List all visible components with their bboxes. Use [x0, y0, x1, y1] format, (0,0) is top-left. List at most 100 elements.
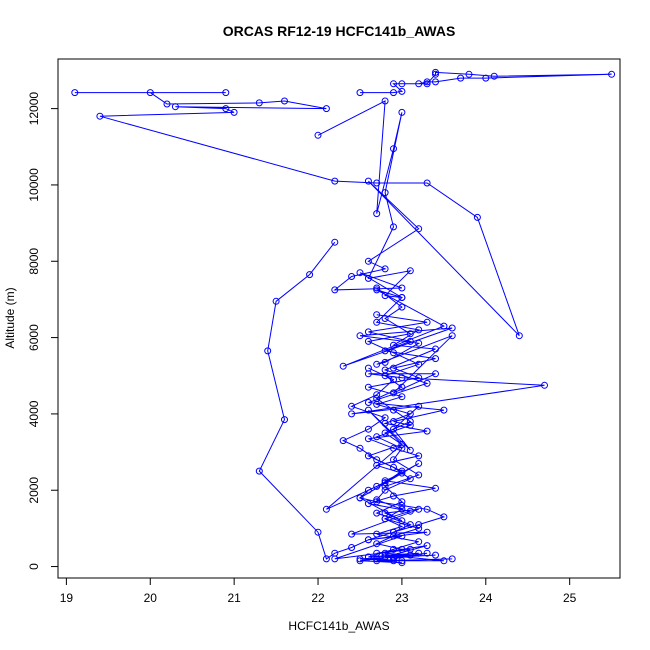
- x-tick-label: 21: [227, 591, 241, 605]
- data-point: [381, 347, 389, 355]
- x-tick-label: 20: [144, 591, 158, 605]
- data-point: [440, 557, 448, 565]
- data-point: [339, 437, 347, 445]
- data-point: [390, 532, 397, 540]
- data-point: [415, 521, 423, 529]
- data-point: [432, 551, 439, 559]
- data-point: [423, 427, 431, 435]
- data-point: [381, 358, 389, 366]
- data-point: [381, 292, 389, 300]
- data-point: [432, 70, 439, 78]
- data-point: [406, 267, 414, 275]
- data-point: [415, 80, 423, 88]
- data-point: [281, 416, 288, 424]
- data-point: [163, 100, 171, 108]
- data-point: [364, 364, 372, 372]
- series-2: [356, 68, 616, 97]
- data-point: [398, 80, 406, 88]
- x-tick-label: 25: [563, 591, 577, 605]
- data-point: [364, 536, 372, 544]
- data-point: [314, 528, 322, 536]
- data-point: [331, 549, 339, 557]
- y-tick-label: 4000: [27, 400, 41, 427]
- data-point: [281, 97, 288, 105]
- data-point: [482, 74, 490, 82]
- series-4: [255, 238, 448, 563]
- data-point: [398, 557, 406, 565]
- data-point: [390, 89, 397, 97]
- data-point: [390, 545, 397, 553]
- data-point: [608, 70, 616, 78]
- data-point: [541, 381, 548, 389]
- data-point: [364, 383, 372, 391]
- series-1: [71, 89, 548, 567]
- data-point: [415, 524, 423, 532]
- data-point: [398, 294, 406, 301]
- data-point: [398, 108, 406, 116]
- data-point: [364, 486, 372, 494]
- y-tick-label: 10000: [27, 168, 41, 202]
- data-point: [415, 402, 423, 410]
- x-tick-label: 22: [311, 591, 325, 605]
- data-point: [356, 555, 364, 563]
- data-point: [390, 364, 397, 372]
- y-tick-label: 12000: [27, 92, 41, 126]
- data-point: [331, 238, 339, 246]
- data-point: [381, 265, 389, 273]
- data-point: [415, 460, 423, 467]
- data-point: [373, 179, 381, 187]
- data-point: [364, 274, 372, 282]
- data-point: [356, 557, 364, 565]
- data-point: [373, 318, 381, 326]
- data-point: [364, 399, 372, 406]
- data-point: [406, 337, 414, 345]
- data-point: [440, 406, 448, 414]
- data-point: [390, 492, 397, 500]
- data-point: [390, 425, 397, 433]
- data-point: [398, 383, 406, 391]
- data-point: [432, 78, 439, 86]
- data-point: [146, 89, 154, 97]
- data-point: [423, 78, 431, 86]
- data-point: [406, 330, 414, 338]
- data-point: [390, 80, 397, 88]
- data-point: [364, 406, 372, 414]
- data-point: [423, 549, 431, 557]
- y-axis: 0 2000 4000 6000 8000 10000 12000: [27, 92, 59, 570]
- x-tick-label: 19: [60, 591, 74, 605]
- data-point: [339, 362, 347, 370]
- data-point: [306, 271, 314, 279]
- data-point: [255, 99, 263, 107]
- data-point: [373, 530, 381, 538]
- plot-frame: [57, 58, 621, 579]
- data-point: [364, 425, 372, 433]
- data-point: [432, 370, 439, 378]
- data-point: [423, 318, 431, 326]
- data-point: [423, 528, 431, 536]
- data-point: [432, 68, 439, 76]
- data-point: [373, 509, 381, 517]
- data-point: [398, 502, 406, 509]
- data-point: [432, 484, 439, 492]
- chart-title: ORCAS RF12-19 HCFC141b_AWAS: [223, 23, 456, 39]
- data-point: [381, 479, 389, 487]
- data-point: [390, 553, 397, 561]
- data-point: [356, 332, 364, 340]
- data-point: [348, 544, 356, 551]
- data-point: [373, 461, 381, 469]
- data-point: [356, 89, 364, 97]
- data-point: [390, 456, 397, 464]
- x-tick-label: 24: [479, 591, 493, 605]
- data-point: [423, 179, 431, 187]
- series-line: [317, 100, 445, 533]
- data-point: [348, 402, 356, 410]
- data-point: [381, 372, 389, 380]
- data-point: [440, 513, 448, 521]
- data-point: [465, 70, 473, 78]
- data-point: [373, 311, 381, 319]
- data-point: [415, 471, 423, 479]
- data-point: [373, 210, 381, 218]
- data-point: [398, 498, 406, 506]
- data-point: [373, 284, 381, 292]
- data-point: [390, 444, 397, 452]
